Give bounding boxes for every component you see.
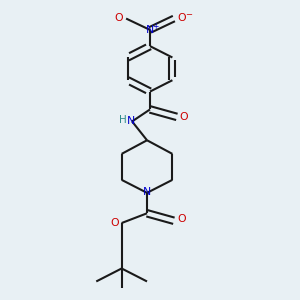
Text: O: O [177,13,186,22]
Text: N: N [146,25,154,35]
Text: N: N [127,116,135,126]
Text: −: − [185,10,192,19]
Text: O: O [114,13,123,22]
Text: N: N [143,187,151,197]
Text: O: O [111,218,119,228]
Text: O: O [177,214,186,224]
Text: +: + [152,22,159,31]
Text: O: O [179,112,188,122]
Text: H: H [119,115,127,125]
